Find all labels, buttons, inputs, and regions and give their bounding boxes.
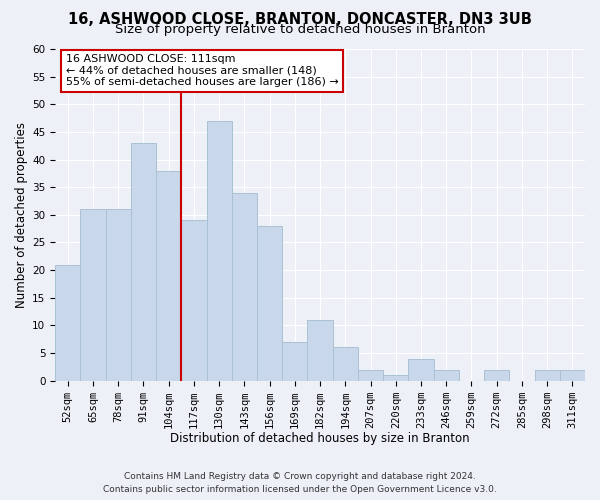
X-axis label: Distribution of detached houses by size in Branton: Distribution of detached houses by size … <box>170 432 470 445</box>
Bar <box>409 358 434 380</box>
Bar <box>106 210 131 380</box>
Bar <box>181 220 206 380</box>
Text: Contains HM Land Registry data © Crown copyright and database right 2024.
Contai: Contains HM Land Registry data © Crown c… <box>103 472 497 494</box>
Bar <box>282 342 307 380</box>
Bar <box>484 370 509 380</box>
Text: 16 ASHWOOD CLOSE: 111sqm
← 44% of detached houses are smaller (148)
55% of semi-: 16 ASHWOOD CLOSE: 111sqm ← 44% of detach… <box>66 54 338 87</box>
Text: Size of property relative to detached houses in Branton: Size of property relative to detached ho… <box>115 22 485 36</box>
Bar <box>232 192 257 380</box>
Bar <box>257 226 282 380</box>
Bar <box>80 210 106 380</box>
Y-axis label: Number of detached properties: Number of detached properties <box>15 122 28 308</box>
Bar <box>383 375 409 380</box>
Bar <box>156 170 181 380</box>
Bar <box>307 320 332 380</box>
Bar <box>434 370 459 380</box>
Bar <box>332 348 358 380</box>
Bar <box>55 264 80 380</box>
Text: 16, ASHWOOD CLOSE, BRANTON, DONCASTER, DN3 3UB: 16, ASHWOOD CLOSE, BRANTON, DONCASTER, D… <box>68 12 532 28</box>
Bar <box>358 370 383 380</box>
Bar <box>131 143 156 380</box>
Bar <box>535 370 560 380</box>
Bar <box>206 121 232 380</box>
Bar <box>560 370 585 380</box>
